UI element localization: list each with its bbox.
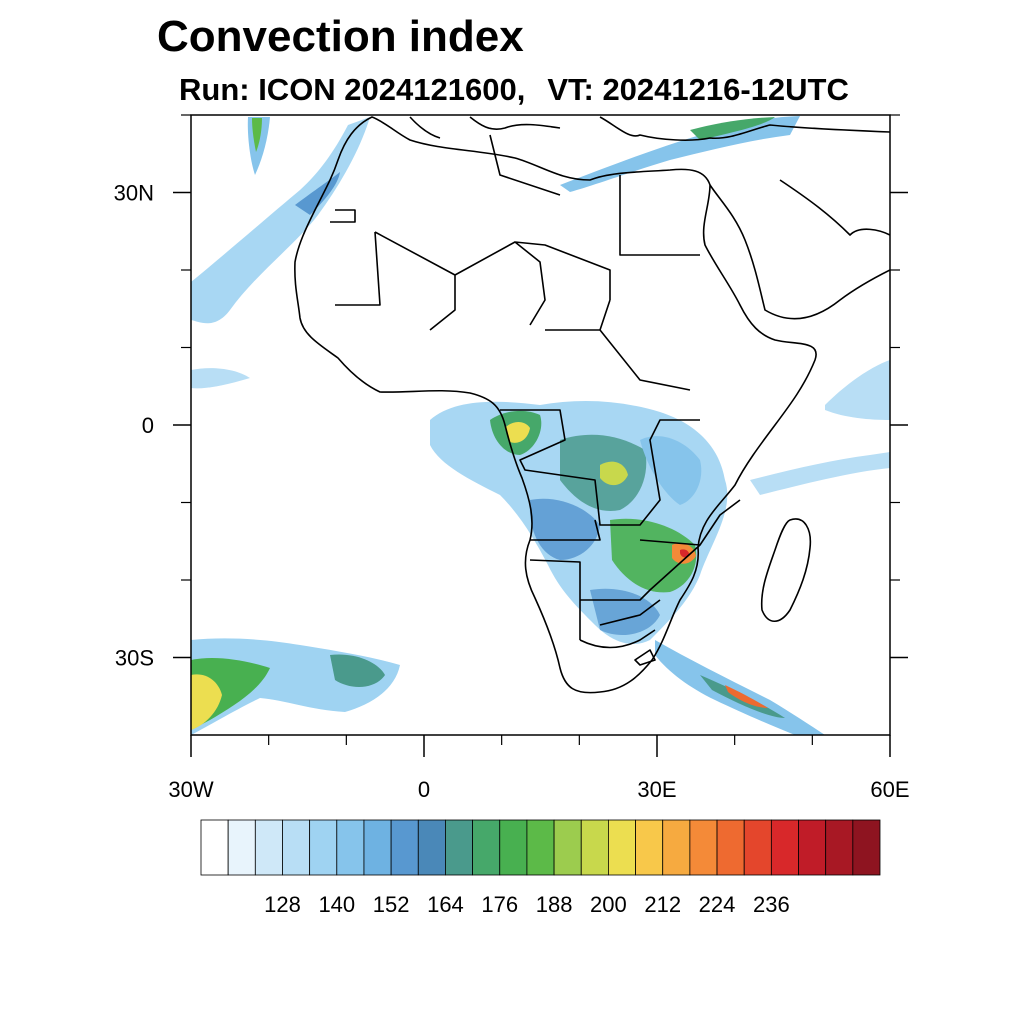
chart-subtitle: Run: ICON 2024121600, VT: 20241216-12UTC — [179, 72, 849, 108]
lat-tick-label: 0 — [142, 413, 154, 438]
convection-area-nw-atlantic — [191, 117, 370, 324]
colorbar-swatch — [689, 819, 718, 876]
colorbar-swatch — [553, 819, 582, 876]
colorbar-swatch — [336, 819, 365, 876]
arabian-peninsula-coastline — [709, 179, 890, 320]
convection-area-mozambique-peak — [680, 549, 690, 558]
colorbar-swatch — [526, 819, 555, 876]
colorbar-swatch — [200, 819, 229, 876]
lon-tick-label: 60E — [870, 777, 909, 802]
convection-area-west-africa-coast — [191, 368, 250, 389]
colorbar-tick-label: 188 — [536, 892, 573, 917]
longitude-axis: 30W 0 30E 60E — [168, 735, 910, 802]
colorbar-swatch — [580, 819, 609, 876]
colorbar-swatch — [798, 819, 827, 876]
convection-area-indian-ocean-band — [750, 452, 890, 495]
convection-area-sw-atlantic-core — [191, 674, 222, 730]
colorbar-swatch — [635, 819, 664, 876]
colorbar-swatch — [390, 819, 419, 876]
colorbar-tick-label: 152 — [373, 892, 410, 917]
minor-ticks — [181, 114, 900, 745]
madagascar-coastline — [760, 518, 812, 623]
latitude-axis: 30N 0 30S — [114, 181, 908, 671]
convection-area-arabian-sea — [825, 360, 890, 420]
lat-tick-label: 30S — [115, 646, 154, 671]
convection-area-sw-atlantic-east — [330, 654, 385, 687]
colorbar-swatch — [417, 819, 446, 876]
colorbar-swatch — [662, 819, 691, 876]
colorbar-tick-label: 236 — [753, 892, 790, 917]
national-borders-central — [500, 409, 741, 640]
colorbar-swatch — [363, 819, 392, 876]
convection-area-zambia — [610, 518, 697, 593]
lon-tick-label: 30E — [637, 777, 676, 802]
convection-area-east-africa — [640, 436, 702, 505]
colorbar-swatch — [743, 819, 772, 876]
valid-time-label: VT: 20241216-12UTC — [547, 72, 849, 107]
colorbar-tick-label: 212 — [644, 892, 681, 917]
colorbar-labels: 128 140 152 164 176 188 200 212 224 236 — [264, 892, 790, 917]
colorbar-tick-label: 176 — [481, 892, 518, 917]
colorbar-swatch — [608, 819, 636, 876]
lon-tick-label: 30W — [168, 777, 213, 802]
colorbar-swatch — [825, 819, 854, 876]
coastlines-and-borders — [294, 116, 890, 694]
colorbar-swatch — [716, 819, 745, 876]
colorbar-tick-label: 164 — [427, 892, 464, 917]
run-label: Run: ICON 2024121600, — [179, 72, 526, 107]
lat-tick-label: 30N — [114, 181, 154, 206]
convection-area-angola — [529, 498, 600, 560]
colorbar-swatch — [499, 819, 528, 876]
colorbar-swatch — [770, 819, 799, 876]
colorbar-swatch — [254, 819, 283, 876]
colorbar — [200, 819, 881, 876]
convection-area-drc-core — [600, 461, 628, 486]
lon-tick-label: 0 — [418, 777, 430, 802]
convection-area-southern-band — [655, 640, 825, 735]
colorbar-swatch — [227, 819, 256, 876]
colorbar-swatch — [282, 819, 311, 876]
colorbar-tick-label: 224 — [699, 892, 736, 917]
africa-coastline — [294, 116, 817, 694]
colorbar-swatch — [472, 819, 501, 876]
convection-field — [191, 116, 890, 735]
colorbar-tick-label: 128 — [264, 892, 301, 917]
national-borders-north — [330, 134, 700, 391]
europe-coastline — [409, 116, 890, 141]
colorbar-swatch — [852, 819, 881, 876]
colorbar-tick-label: 140 — [318, 892, 355, 917]
convection-area-gabon-core — [505, 422, 530, 443]
convection-area-nw-core — [252, 118, 262, 152]
colorbar-tick-label: 200 — [590, 892, 627, 917]
colorbar-swatch — [445, 819, 474, 876]
chart-title: Convection index — [157, 12, 524, 61]
colorbar-swatch — [309, 819, 338, 876]
convection-area-mediterranean-core — [690, 117, 775, 140]
national-borders-south — [579, 629, 656, 666]
convection-area-southern-band-peak — [725, 685, 768, 708]
